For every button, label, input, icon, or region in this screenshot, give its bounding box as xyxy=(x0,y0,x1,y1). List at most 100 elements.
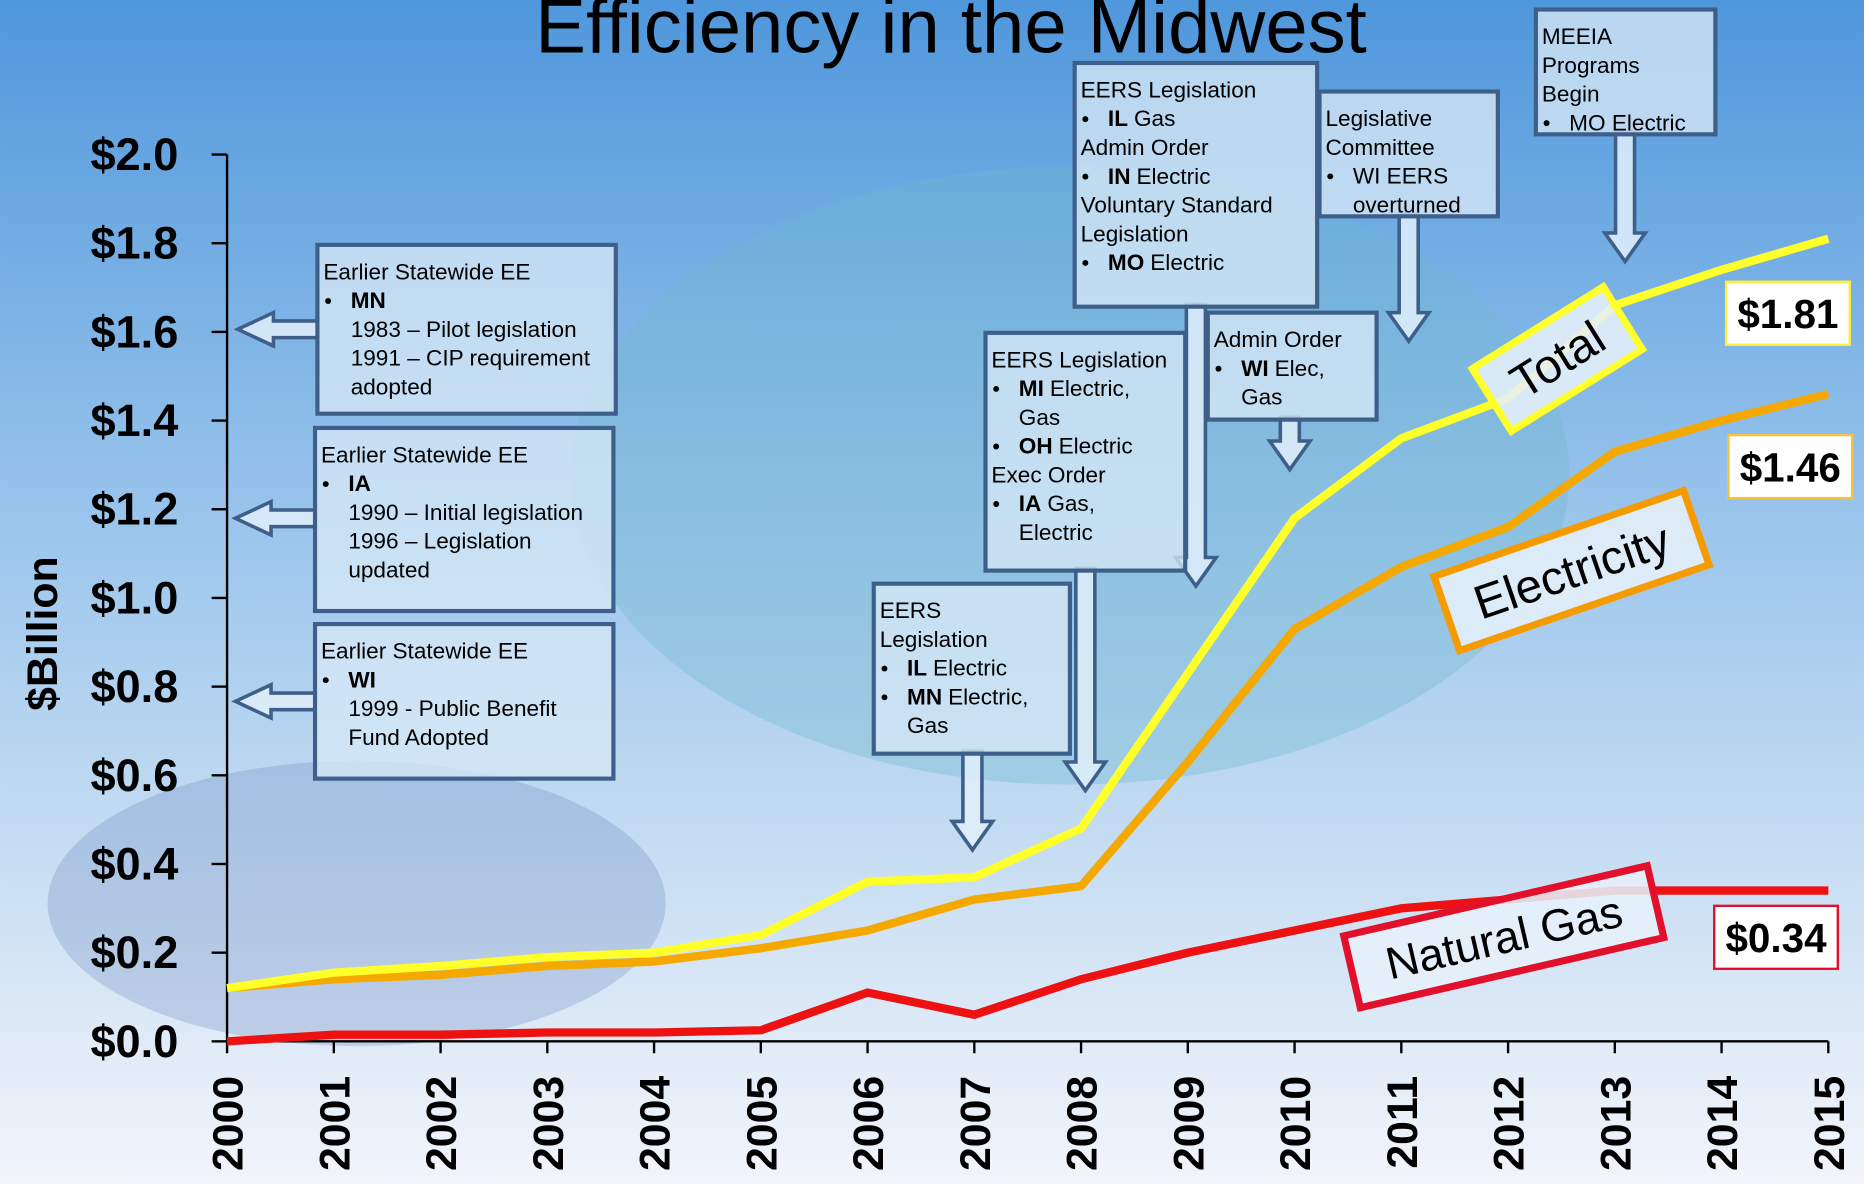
x-tick-label: 2011 xyxy=(1379,1076,1427,1169)
annotation-line: ILElectric xyxy=(907,656,1007,681)
chart: Efficiency in the Midwest $Billion $0.0$… xyxy=(0,0,1864,1184)
y-tick-label: $0.2 xyxy=(90,927,178,978)
bullet xyxy=(881,694,887,700)
annotation-line: Gas xyxy=(1019,405,1060,430)
y-tick-label: $1.4 xyxy=(90,395,178,446)
annotation-line: MN xyxy=(351,288,386,313)
y-tick-label: $1.8 xyxy=(90,218,178,269)
y-tick-label: $1.6 xyxy=(90,306,178,357)
y-tick-label: $0.6 xyxy=(90,750,178,801)
x-tick-label: 2007 xyxy=(952,1076,1000,1171)
annotation-line: 1999 - Public Benefit xyxy=(348,696,557,721)
annotation-text: EERS Legislation xyxy=(1081,77,1257,102)
annotation-text: Electric, xyxy=(1050,376,1130,401)
annotation-text: Begin xyxy=(1542,82,1600,107)
annotation-text: EERS xyxy=(880,598,941,623)
x-tick-label: 2012 xyxy=(1486,1076,1534,1171)
annotation-line: Programs xyxy=(1542,53,1640,78)
annotation-line: WI EERS xyxy=(1353,164,1448,189)
bullet xyxy=(1082,260,1088,266)
annotation-line: MNElectric, xyxy=(907,684,1028,709)
annotation-line: EERS xyxy=(880,598,941,623)
annotation-text: Electric xyxy=(1019,520,1093,545)
x-tick-label: 2009 xyxy=(1165,1076,1213,1171)
bullet xyxy=(1216,366,1222,372)
annotation-text: EERS Legislation xyxy=(991,347,1167,372)
decoration xyxy=(48,761,666,1046)
annotation-text: MO Electric xyxy=(1569,110,1686,135)
bullet xyxy=(993,386,999,392)
annotation-line: 1996 – Legislation xyxy=(348,529,531,554)
annotation-text: Electric xyxy=(1136,164,1210,189)
annotation-text: Gas xyxy=(1019,405,1060,430)
x-tick-label: 2008 xyxy=(1059,1076,1107,1171)
annotation-line: IA xyxy=(348,471,371,496)
annotation-line: EERS Legislation xyxy=(1081,77,1257,102)
annotation-line: EERS Legislation xyxy=(991,347,1167,372)
annotation-line: Earlier Statewide EE xyxy=(321,639,528,664)
annotation-bold: WI xyxy=(1241,356,1269,381)
annotation-text: Programs xyxy=(1542,53,1640,78)
value-label: $1.46 xyxy=(1740,444,1841,490)
annotation-text: MEEIA xyxy=(1542,24,1613,49)
annotation-line: 1990 – Initial legislation xyxy=(348,500,583,525)
annotation-bold: WI xyxy=(348,667,376,692)
annotation-text: 1983 – Pilot legislation xyxy=(351,317,577,342)
annotation-line: Legislation xyxy=(880,627,988,652)
annotation-bold: MI xyxy=(1019,376,1044,401)
annotation-text: Committee xyxy=(1325,135,1434,160)
y-tick-label: $2.0 xyxy=(90,129,178,180)
annotation-line: Admin Order xyxy=(1081,135,1209,160)
annotation-line: MEEIA xyxy=(1542,24,1613,49)
annotation-text: Electric xyxy=(1150,250,1224,275)
annotation-bold: OH xyxy=(1019,434,1053,459)
annotation-text: WI EERS xyxy=(1353,164,1448,189)
x-tick-label: 2005 xyxy=(738,1076,786,1171)
annotation-line: 1983 – Pilot legislation xyxy=(351,317,577,342)
annotation-text: Exec Order xyxy=(991,462,1106,487)
annotation-text: Earlier Statewide EE xyxy=(321,639,528,664)
x-tick-label: 2000 xyxy=(205,1076,253,1171)
annotation-text: Admin Order xyxy=(1214,327,1342,352)
annotation-line: adopted xyxy=(351,374,433,399)
annotation-line: Exec Order xyxy=(991,462,1106,487)
annotation-text: 1991 – CIP requirement xyxy=(351,346,591,371)
page: {"chart_data": { "type": "line", "title"… xyxy=(0,0,1864,1184)
bullet xyxy=(1544,120,1550,126)
bullet xyxy=(323,677,329,683)
bullet xyxy=(993,444,999,450)
annotation-text: Elec, xyxy=(1275,356,1325,381)
annotation-line: MO Electric xyxy=(1569,110,1686,135)
annotation-line: Fund Adopted xyxy=(348,725,489,750)
annotation-line: Gas xyxy=(1241,385,1282,410)
annotation-text: Legislation xyxy=(880,627,988,652)
y-tick-label: $1.0 xyxy=(90,572,178,623)
annotation-text: Gas, xyxy=(1047,491,1095,516)
x-tick-label: 2003 xyxy=(525,1076,573,1171)
bullet xyxy=(993,501,999,507)
annotation-text: Gas xyxy=(1241,385,1282,410)
annotation-line: Committee xyxy=(1325,135,1434,160)
annotation-text: 1990 – Initial legislation xyxy=(348,500,583,525)
annotation-text: adopted xyxy=(351,374,433,399)
x-tick-label: 2004 xyxy=(632,1076,680,1171)
y-tick-label: $0.4 xyxy=(90,838,178,889)
annotation-line: 1991 – CIP requirement xyxy=(351,346,591,371)
bullet xyxy=(1327,173,1333,179)
chart-title: Efficiency in the Midwest xyxy=(535,0,1367,69)
annotation-line: MOElectric xyxy=(1108,250,1224,275)
annotation-text: overturned xyxy=(1353,192,1461,217)
annotation-text: Gas xyxy=(907,713,948,738)
annotation-bold: IL xyxy=(1108,106,1128,131)
annotation-line: Begin xyxy=(1542,82,1600,107)
annotation-text: 1999 - Public Benefit xyxy=(348,696,557,721)
annotation-line: Legislation xyxy=(1081,221,1189,246)
annotation-bold: IA xyxy=(348,471,371,496)
annotation-text: Gas xyxy=(1134,106,1175,131)
x-tick-label: 2006 xyxy=(845,1076,893,1171)
y-tick-label: $0.8 xyxy=(90,661,178,712)
